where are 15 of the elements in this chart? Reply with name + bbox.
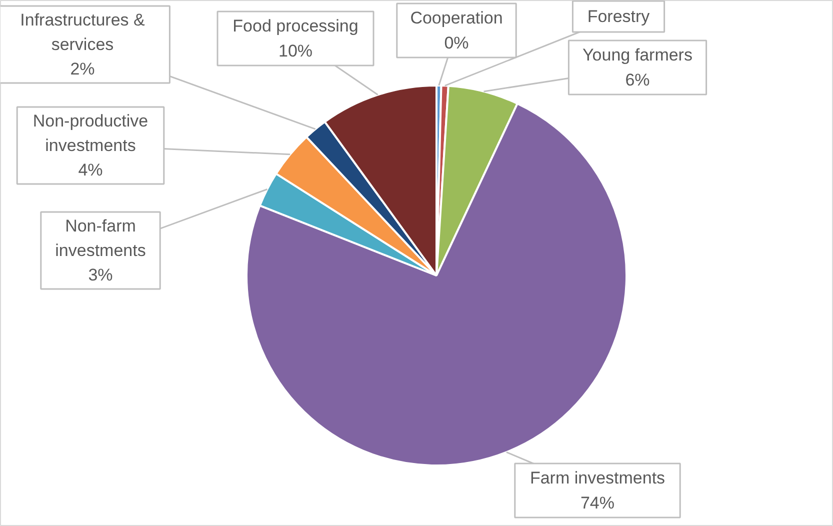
slice-label: Non-productive investments	[32, 111, 148, 155]
slice-label: Cooperation	[410, 8, 503, 28]
slice-label: Farm investments	[530, 468, 666, 488]
slice-label: Food processing	[232, 16, 358, 36]
slice-label: Forestry	[587, 7, 650, 26]
data-label: 0%	[444, 33, 469, 52]
data-label: 74%	[580, 493, 615, 512]
slice-label: Young farmers	[582, 46, 692, 65]
data-label: 6%	[625, 70, 650, 90]
data-label: 10%	[278, 41, 313, 60]
data-label: 3%	[88, 266, 113, 285]
slice-label: Non-farm investments	[55, 216, 146, 260]
slice-label: Infrastructures & services	[20, 10, 146, 54]
data-label: 2%	[70, 60, 95, 79]
data-label: 4%	[78, 160, 103, 180]
